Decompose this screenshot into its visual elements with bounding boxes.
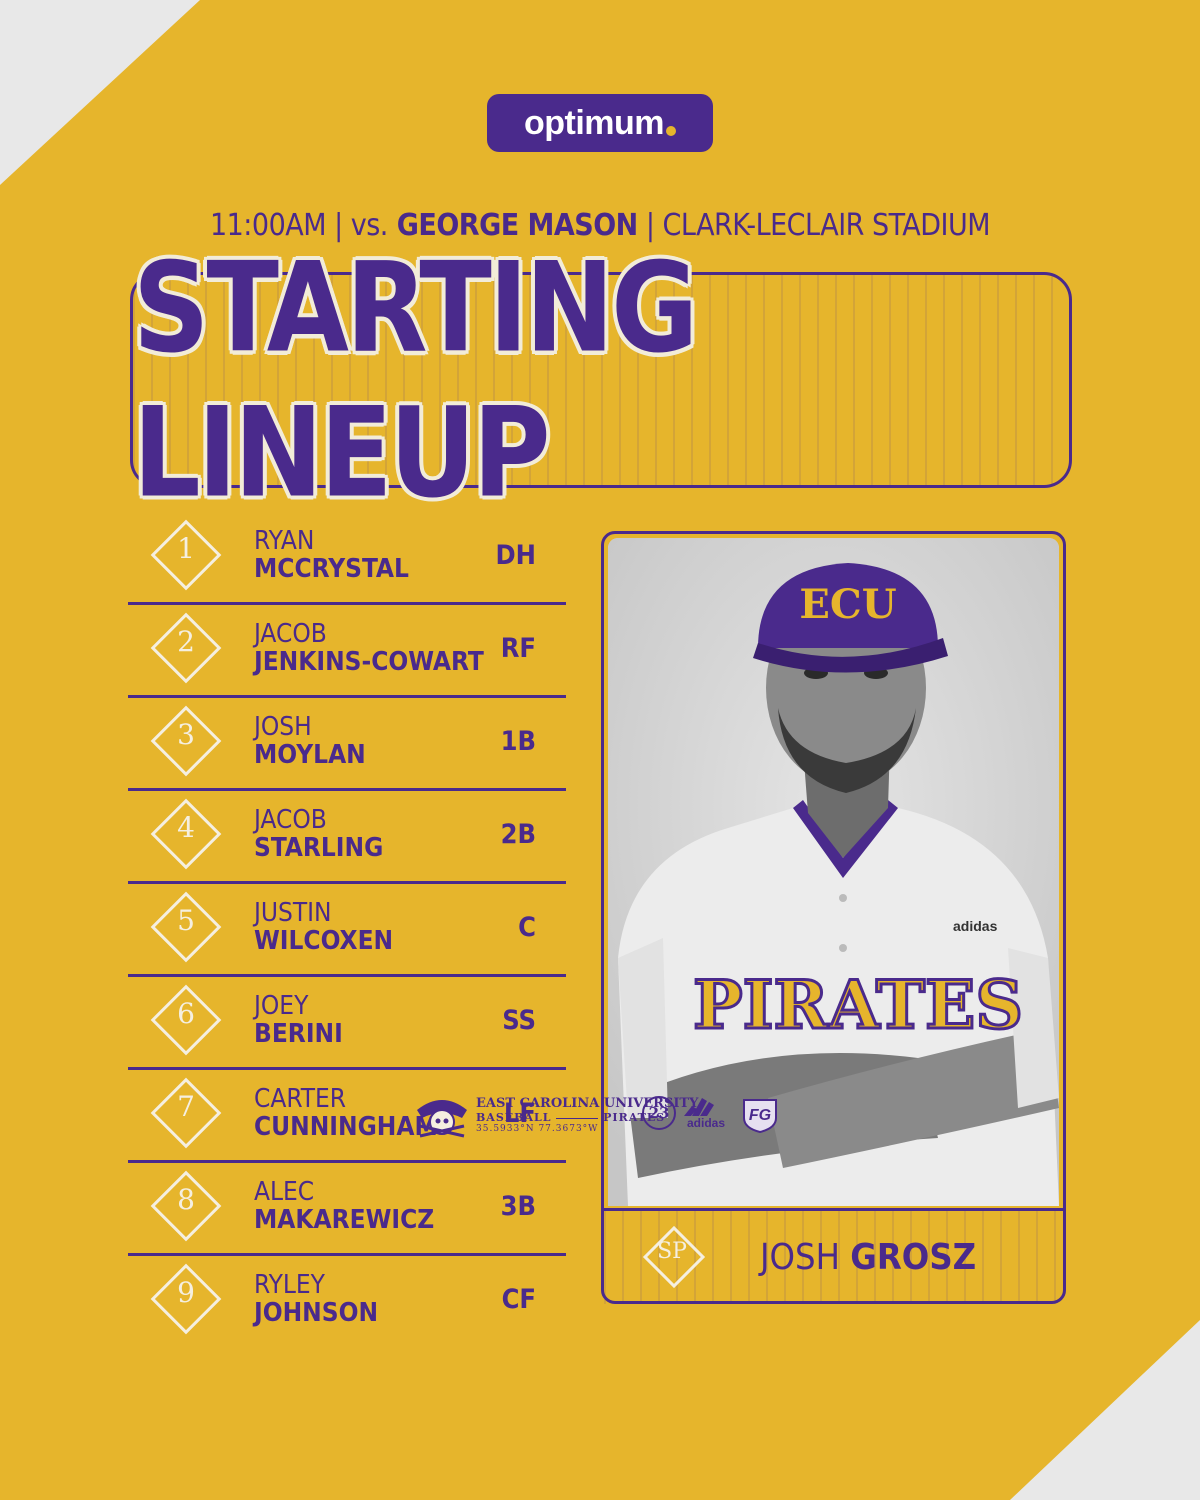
position: RF (500, 633, 536, 664)
page-title: STARTING LINEUP (133, 235, 698, 525)
player-photo: ECU PIRATES adidas (608, 538, 1059, 1206)
pitcher-last-name: GROSZ (850, 1237, 977, 1278)
game-time: 11:00AM (209, 208, 327, 243)
last-name: MAKAREWICZ (254, 1205, 435, 1235)
lineup-row: 5 JUSTIN WILCOXEN C (128, 884, 566, 977)
conference-logo: FG (740, 1094, 780, 1134)
sponsor-name: optimum (523, 103, 665, 142)
position: DH (495, 540, 537, 571)
lineup-row: 7 CARTER CUNNINGHAM LF (128, 1070, 566, 1163)
season-badge: 23 (642, 1096, 676, 1130)
jersey-brand: adidas (953, 918, 998, 934)
first-name: JACOB (254, 619, 327, 649)
vs-label: vs. (350, 208, 389, 243)
adidas-logo: adidas (680, 1094, 732, 1130)
position: LF (503, 1098, 536, 1129)
conference-text: FG (749, 1107, 771, 1124)
first-name: RYLEY (254, 1270, 325, 1300)
adidas-text: adidas (686, 1116, 725, 1130)
sponsor-logo: optimum (487, 94, 713, 152)
batting-order: 3 (177, 718, 195, 751)
batting-order: 5 (177, 904, 195, 937)
lineup-row: 6 JOEY BERINI SS (128, 977, 566, 1070)
last-name: CUNNINGHAM (254, 1112, 438, 1142)
pitcher-role: SP (657, 1239, 687, 1264)
lineup-row: 8 ALEC MAKAREWICZ 3B (128, 1163, 566, 1256)
last-name: JENKINS-COWART (254, 647, 484, 677)
lineup-list: 1 RYAN MCCRYSTAL DH 2 JACOB JENKINS-COWA… (128, 512, 566, 1346)
position: C (518, 912, 536, 943)
last-name: JOHNSON (254, 1298, 379, 1328)
title-banner: STARTING LINEUP (130, 235, 1072, 525)
first-name: CARTER (254, 1084, 347, 1114)
batting-order: 8 (177, 1183, 195, 1216)
adidas-stripes-icon (684, 1098, 714, 1116)
pirate-mascot-logo (417, 1100, 467, 1138)
lineup-row: 9 RYLEY JOHNSON CF (128, 1256, 566, 1346)
first-name: RYAN (254, 526, 315, 556)
last-name: MOYLAN (254, 740, 366, 770)
batting-order: 1 (177, 532, 195, 565)
batting-order: 4 (177, 811, 195, 844)
lineup-row: 2 JACOB JENKINS-COWART RF (128, 605, 566, 698)
last-name: BERINI (254, 1019, 343, 1049)
jersey-text: PIRATES (693, 966, 1023, 1044)
separator: | (326, 208, 351, 243)
separator: | (637, 208, 663, 243)
game-info: 11:00AM | vs. GEORGE MASON | CLARK-LECLA… (0, 208, 1200, 243)
lineup-row: 3 JOSH MOYLAN 1B (128, 698, 566, 791)
batting-order: 6 (177, 997, 195, 1030)
position: 3B (500, 1191, 536, 1222)
cap-text: ECU (799, 581, 896, 628)
batting-order: 2 (177, 625, 195, 658)
coordinates: 35.5933°N 77.3673°W (476, 1124, 599, 1134)
batting-order: 9 (177, 1276, 195, 1309)
last-name: MCCRYSTAL (254, 554, 409, 584)
pitcher-nameplate: SP JOSH GROSZ (604, 1208, 1063, 1304)
player-illustration: ECU PIRATES adidas (608, 538, 1059, 1206)
first-name: JUSTIN (254, 898, 332, 928)
lineup-row: 4 JACOB STARLING 2B (128, 791, 566, 884)
batting-order: 7 (177, 1090, 195, 1123)
venue: CLARK-LECLAIR STADIUM (662, 208, 991, 243)
last-name: STARLING (254, 833, 384, 863)
position: SS (502, 1005, 536, 1036)
last-name: WILCOXEN (254, 926, 394, 956)
sport-name: BASEBALL (476, 1111, 552, 1124)
first-name: JACOB (254, 805, 327, 835)
pitcher-first-name: JOSH (760, 1237, 840, 1278)
lineup-row: 1 RYAN MCCRYSTAL DH (128, 512, 566, 605)
starting-pitcher-card: ECU PIRATES adidas SP JOSH GROSZ (601, 531, 1066, 1304)
shield-icon: FG (743, 1099, 777, 1134)
position: CF (501, 1284, 536, 1315)
position: 2B (500, 819, 536, 850)
first-name: JOEY (254, 991, 309, 1021)
first-name: JOSH (254, 712, 312, 742)
pitcher-name: JOSH GROSZ (760, 1237, 976, 1278)
position: 1B (500, 726, 536, 757)
opponent: GEORGE MASON (396, 208, 639, 243)
sponsor-dot (666, 126, 677, 136)
first-name: ALEC (254, 1177, 315, 1207)
